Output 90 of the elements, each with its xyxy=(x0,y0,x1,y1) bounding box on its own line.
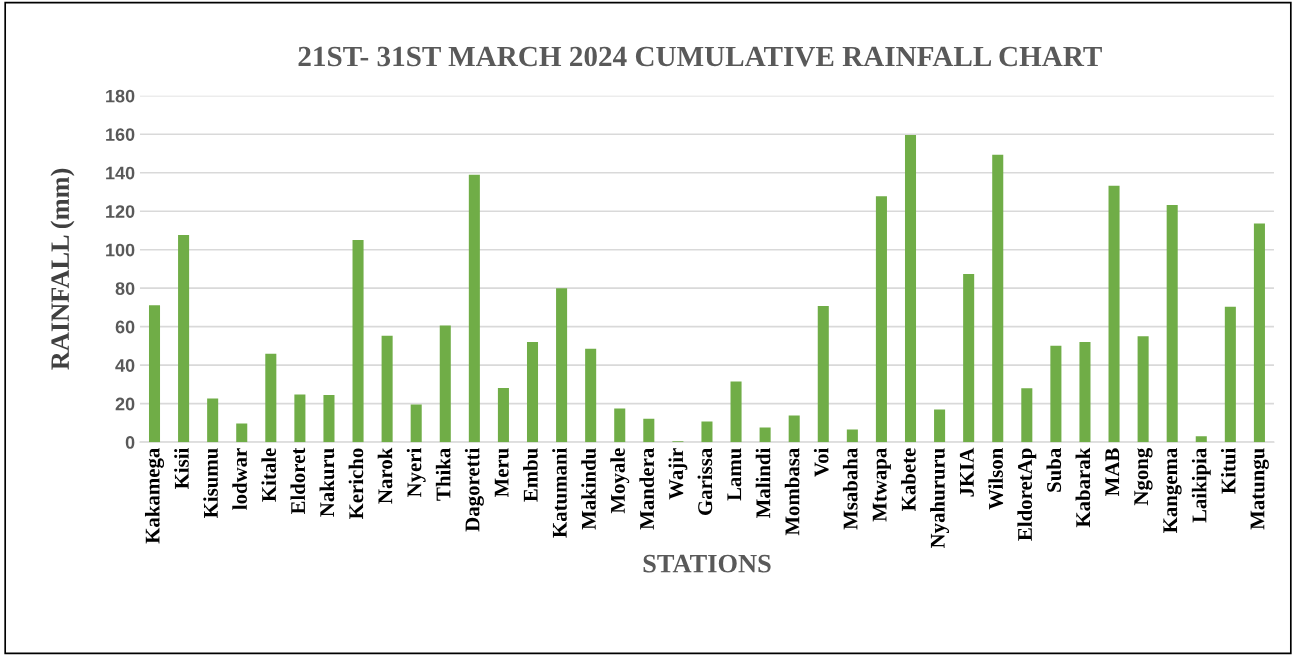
bar xyxy=(934,409,946,443)
x-tick-label: lodwar xyxy=(232,448,247,510)
y-tick-label: 100 xyxy=(106,243,135,257)
bar xyxy=(178,235,190,443)
bar xyxy=(614,408,626,443)
bar xyxy=(1050,345,1062,443)
x-tick-label: Kitale xyxy=(261,448,277,502)
x-tick-label: JKIA xyxy=(959,447,974,497)
x-tick-label: Wilson xyxy=(988,448,1004,510)
x-tick-label: Nakuru xyxy=(319,448,335,517)
x-tick-label: Kitui xyxy=(1220,448,1236,494)
bar xyxy=(1137,336,1149,443)
x-tick-label: Mandera xyxy=(639,448,655,530)
bar xyxy=(585,348,597,443)
x-tick-label: Thika xyxy=(435,448,451,501)
bar xyxy=(643,418,655,443)
y-tick-label: 160 xyxy=(106,128,135,141)
bar xyxy=(236,423,248,443)
bar xyxy=(846,429,858,443)
x-tick-label: Malindi xyxy=(755,448,771,518)
bar xyxy=(439,325,451,443)
x-tick-label: Nyeri xyxy=(406,448,426,498)
bar xyxy=(497,387,509,443)
bar xyxy=(381,335,393,443)
bar xyxy=(992,154,1004,443)
x-tick-label: Matungu xyxy=(1250,448,1269,530)
y-tick-label: 40 xyxy=(115,359,135,372)
x-axis-title: STATIONS xyxy=(643,554,771,573)
bar xyxy=(323,395,335,443)
bar xyxy=(1108,185,1120,443)
x-tick-label: Voi xyxy=(813,448,829,477)
bar xyxy=(410,404,422,443)
bar xyxy=(1166,204,1178,443)
x-tick-label: Wajir xyxy=(668,448,688,500)
x-tick-label: Narok xyxy=(377,447,393,504)
x-tick-label: Dagoretti xyxy=(464,448,484,532)
x-tick-label: Makindu xyxy=(581,448,596,530)
x-tick-label: Kangema xyxy=(1163,448,1182,533)
chart-title: 21ST- 31ST MARCH 2024 CUMULATIVE RAINFALL CHART xyxy=(298,46,1102,67)
x-tick-label: Ngong xyxy=(1134,447,1153,506)
x-tick-label: Msabaha xyxy=(842,448,858,530)
bar xyxy=(904,135,917,443)
y-axis-title: RAINFALL (mm) xyxy=(50,168,75,370)
bar xyxy=(468,174,480,443)
bar xyxy=(352,240,364,443)
bar xyxy=(265,353,277,443)
bar xyxy=(207,398,219,443)
x-tick-label: Kabete xyxy=(901,448,916,511)
bar xyxy=(788,415,800,443)
x-tick-label: Kericho xyxy=(348,448,364,520)
x-tick-label: Suba xyxy=(1046,448,1062,492)
bar xyxy=(963,273,975,443)
bar xyxy=(148,305,161,443)
x-tick-label: Lamu xyxy=(727,448,742,501)
bar xyxy=(1079,342,1091,443)
y-tick-label: 20 xyxy=(115,397,135,411)
x-tick-label: Kisii xyxy=(174,448,189,490)
x-tick-label: Laikipia xyxy=(1191,448,1211,523)
bar xyxy=(1253,223,1265,443)
bar xyxy=(526,342,539,443)
bar xyxy=(1021,388,1033,443)
x-tick-label: Mtwapa xyxy=(872,448,891,522)
x-tick-label: Nyahururu xyxy=(930,448,950,549)
x-tick-label: EldoretAp xyxy=(1017,448,1037,541)
x-tick-label: Kabarak xyxy=(1075,447,1091,528)
bar xyxy=(1224,306,1236,443)
bar xyxy=(759,427,771,443)
x-tick-label: Kisumu xyxy=(203,448,218,518)
bar xyxy=(294,394,306,443)
x-tick-label: Eldoret xyxy=(290,447,306,515)
x-tick-label: Kakamega xyxy=(144,448,165,544)
y-tick-label: 180 xyxy=(106,89,135,103)
x-tick-label: Mombasa xyxy=(784,448,800,536)
bar xyxy=(730,381,742,443)
bar xyxy=(701,421,713,443)
bar xyxy=(1195,436,1207,443)
y-tick-label: 120 xyxy=(106,205,135,218)
bar xyxy=(817,306,829,443)
x-tick-label: MAB xyxy=(1105,448,1120,496)
x-tick-label: Moyale xyxy=(610,448,630,514)
x-tick-label: Katumani xyxy=(552,448,567,538)
y-tick-label: 140 xyxy=(106,166,135,180)
x-tick-label: Embu xyxy=(523,448,538,502)
x-tick-label: Garissa xyxy=(697,448,713,515)
y-tick-label: 80 xyxy=(115,282,135,295)
y-tick-label: 0 xyxy=(125,436,135,449)
bar xyxy=(875,196,887,443)
bar xyxy=(556,288,568,443)
y-tick-label: 60 xyxy=(115,320,135,334)
x-tick-label: Meru xyxy=(494,448,509,498)
